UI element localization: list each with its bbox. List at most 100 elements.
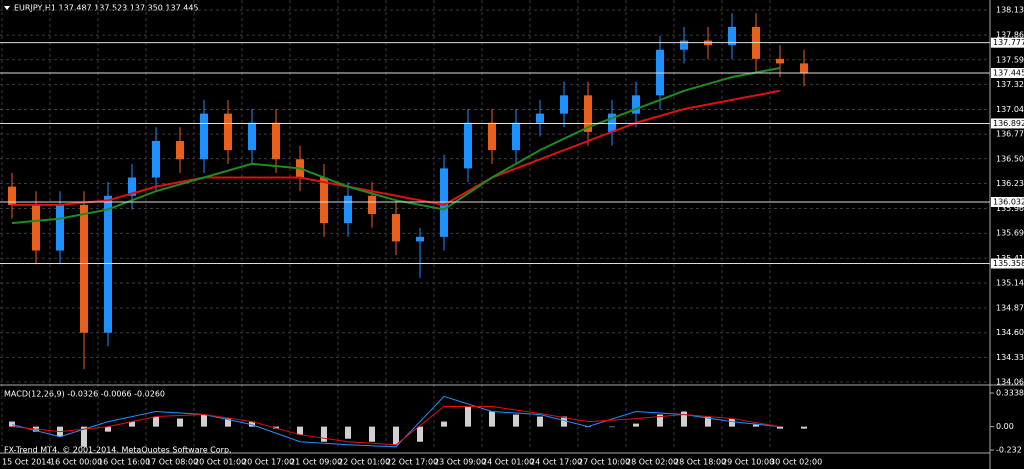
histogram-bar bbox=[465, 406, 471, 427]
histogram-bar bbox=[729, 418, 735, 427]
histogram-bar bbox=[105, 426, 111, 432]
candle-body bbox=[320, 177, 328, 224]
level-label: 137.777 bbox=[993, 38, 1024, 47]
histogram-bar bbox=[369, 426, 375, 442]
y-tick-label: 0.3338 bbox=[996, 389, 1024, 398]
candle-body bbox=[632, 95, 640, 114]
histogram-bar bbox=[81, 426, 87, 447]
candle-body bbox=[176, 140, 184, 160]
y-tick-label: 137.320 bbox=[996, 80, 1024, 89]
candle-body bbox=[536, 113, 544, 123]
x-tick-label: 15 Oct 2014 bbox=[2, 458, 51, 467]
y-tick-label: 134.060 bbox=[996, 378, 1024, 387]
y-tick-label: 135.960 bbox=[996, 204, 1024, 213]
candle-body bbox=[272, 122, 280, 160]
x-tick-label: 22 Oct 17:00 bbox=[386, 458, 438, 467]
histogram-bar bbox=[609, 426, 615, 428]
candle-body bbox=[560, 95, 568, 114]
histogram-bar bbox=[633, 423, 639, 427]
x-tick-label: 16 Oct 16:00 bbox=[98, 458, 150, 467]
histogram-bar bbox=[393, 426, 399, 445]
x-tick-label: 20 Oct 17:00 bbox=[242, 458, 294, 467]
y-tick-label: 137.860 bbox=[996, 31, 1024, 40]
y-tick-label: 135.690 bbox=[996, 229, 1024, 238]
level-box bbox=[991, 118, 1024, 129]
level-label: 136.032 bbox=[993, 197, 1024, 206]
candle-body bbox=[104, 195, 112, 333]
candle-body bbox=[128, 177, 136, 196]
x-tick-label: 28 Oct 18:00 bbox=[674, 458, 726, 467]
histogram-bar bbox=[297, 426, 303, 435]
histogram-bar bbox=[489, 411, 495, 427]
histogram-bar bbox=[777, 426, 783, 429]
x-tick-label: 16 Oct 00:00 bbox=[50, 458, 102, 467]
macd-line bbox=[11, 405, 781, 446]
x-tick-label: 17 Oct 08:00 bbox=[146, 458, 198, 467]
candle-body bbox=[224, 113, 232, 151]
candle-body bbox=[728, 26, 736, 46]
y-tick-label: 138.135 bbox=[996, 6, 1024, 15]
histogram-bar bbox=[705, 416, 711, 427]
x-tick-label: 24 Oct 01:00 bbox=[482, 458, 534, 467]
y-tick-label: 135.145 bbox=[996, 278, 1024, 287]
candle-body bbox=[152, 140, 160, 178]
moving-average bbox=[12, 89, 781, 206]
histogram-bar bbox=[513, 414, 519, 427]
candle-body bbox=[584, 95, 592, 132]
candle-body bbox=[32, 204, 40, 251]
x-tick-label: 21 Oct 09:00 bbox=[290, 458, 342, 467]
x-tick-label: 23 Oct 09:00 bbox=[434, 458, 486, 467]
histogram-bar bbox=[753, 424, 759, 427]
histogram-bar bbox=[129, 421, 135, 427]
y-tick-label: 136.235 bbox=[996, 179, 1024, 188]
menu-arrow bbox=[4, 6, 10, 10]
x-tick-label: 27 Oct 10:00 bbox=[578, 458, 630, 467]
candle-body bbox=[512, 122, 520, 151]
candle-body bbox=[392, 214, 400, 242]
y-tick-label: 137.590 bbox=[996, 55, 1024, 64]
chart-title: EURJPY,H1 137.487 137.523 137.350 137.44… bbox=[14, 4, 199, 13]
histogram-bar bbox=[441, 421, 447, 427]
histogram-bar bbox=[225, 418, 231, 427]
macd-line bbox=[11, 395, 781, 448]
level-label: 137.445 bbox=[993, 68, 1024, 77]
macd-title: MACD(12,26,9) -0.0326 -0.0066 -0.0260 bbox=[4, 390, 165, 399]
y-tick-label: 134.330 bbox=[996, 353, 1024, 362]
candle-body bbox=[344, 195, 352, 224]
candle-body bbox=[464, 122, 472, 169]
y-tick-label: 137.045 bbox=[996, 105, 1024, 114]
level-box bbox=[991, 67, 1024, 78]
y-tick-label: 136.505 bbox=[996, 154, 1024, 163]
x-tick-label: 20 Oct 01:00 bbox=[194, 458, 246, 467]
x-tick-label: 29 Oct 10:00 bbox=[722, 458, 774, 467]
candle-body bbox=[608, 113, 616, 132]
y-tick-label: 135.415 bbox=[996, 254, 1024, 263]
x-tick-label: 30 Oct 02:00 bbox=[770, 458, 822, 467]
candle-body bbox=[800, 63, 808, 73]
candle-body bbox=[440, 168, 448, 237]
level-box bbox=[991, 258, 1024, 269]
histogram-bar bbox=[657, 414, 663, 427]
candle-body bbox=[56, 204, 64, 251]
histogram-bar bbox=[801, 426, 807, 429]
histogram-bar bbox=[345, 426, 351, 439]
histogram-bar bbox=[9, 421, 15, 427]
moving-average bbox=[11, 66, 781, 225]
candle-body bbox=[8, 186, 16, 205]
histogram-bar bbox=[153, 416, 159, 427]
footer: FX-Trend MT4, © 2001-2014, MetaQuotes So… bbox=[4, 446, 232, 455]
candle-body bbox=[680, 40, 688, 50]
candle-body bbox=[368, 195, 376, 215]
histogram-bar bbox=[537, 416, 543, 427]
x-tick-label: 28 Oct 02:00 bbox=[626, 458, 678, 467]
histogram-bar bbox=[681, 411, 687, 427]
y-tick-label: 136.775 bbox=[996, 130, 1024, 139]
x-tick-label: 24 Oct 17:00 bbox=[530, 458, 582, 467]
y-tick-label: -0.232 bbox=[996, 446, 1022, 455]
histogram-bar bbox=[561, 416, 567, 427]
candle-body bbox=[488, 122, 496, 151]
histogram-bar bbox=[321, 426, 327, 442]
y-tick-label: 134.600 bbox=[996, 328, 1024, 337]
